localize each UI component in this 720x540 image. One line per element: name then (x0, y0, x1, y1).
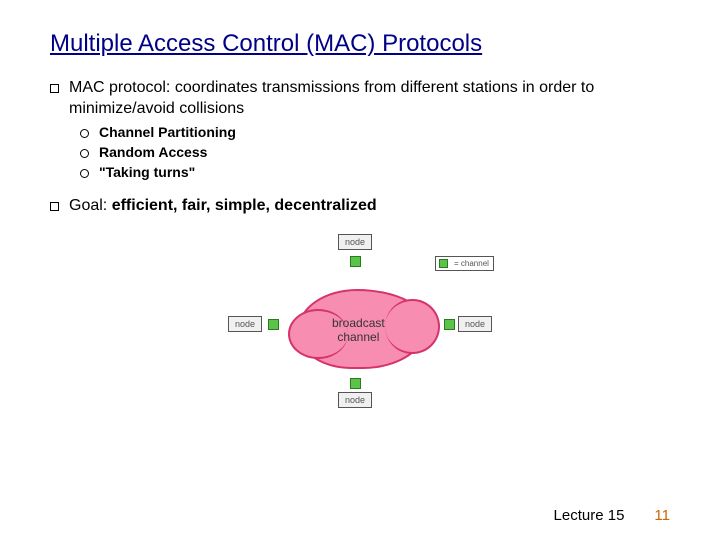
goal-label: Goal: (69, 197, 112, 214)
page-number: 11 (654, 507, 670, 524)
circle-bullet-icon (80, 149, 89, 158)
goal-text: Goal: efficient, fair, simple, decentral… (69, 196, 377, 217)
slide-title: Multiple Access Control (MAC) Protocols (50, 30, 670, 58)
green-connector-icon (439, 259, 448, 268)
node-bottom: node (338, 392, 372, 408)
channel-text: broadcast channel (332, 317, 385, 343)
goal-bullet: Goal: efficient, fair, simple, decentral… (50, 196, 670, 217)
green-connector-icon (350, 256, 361, 267)
sub-bullet-a: Channel Partitioning (80, 124, 670, 140)
lecture-label: Lecture 15 (554, 507, 625, 524)
square-bullet-icon (50, 202, 59, 211)
legend: = channel (435, 256, 494, 271)
sub-bullet-b: Random Access (80, 144, 670, 160)
node-right: node (458, 316, 492, 332)
sub-bullet-list: Channel Partitioning Random Access "Taki… (80, 124, 670, 180)
sub-a-text: Channel Partitioning (99, 124, 236, 140)
node-top: node (338, 234, 372, 250)
circle-bullet-icon (80, 169, 89, 178)
goal-bold: efficient, fair, simple, decentralized (112, 197, 377, 214)
green-connector-icon (350, 378, 361, 389)
circle-bullet-icon (80, 129, 89, 138)
sub-c-text: "Taking turns" (99, 164, 195, 180)
green-connector-icon (268, 319, 279, 330)
node-left: node (228, 316, 262, 332)
channel-blob (385, 299, 440, 354)
green-connector-icon (444, 319, 455, 330)
bullet-1: MAC protocol: coordinates transmissions … (50, 78, 670, 120)
broadcast-channel-diagram: broadcast channel node node node node = … (210, 234, 510, 414)
legend-text: = channel (454, 259, 489, 268)
square-bullet-icon (50, 84, 59, 93)
slide-footer: Lecture 15 11 (554, 507, 670, 524)
sub-bullet-c: "Taking turns" (80, 164, 670, 180)
sub-b-text: Random Access (99, 144, 207, 160)
bullet-1-text: MAC protocol: coordinates transmissions … (69, 78, 670, 120)
